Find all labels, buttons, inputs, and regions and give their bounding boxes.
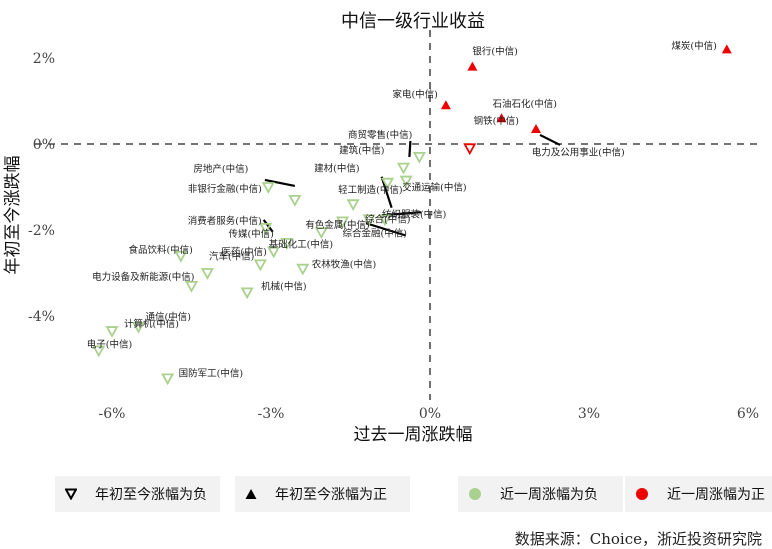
point-marker-down (92, 345, 106, 358)
point-label: 电力设备及新能源(中信) (92, 271, 194, 283)
point-marker-down (267, 246, 281, 259)
point-label: 钢铁(中信) (474, 115, 519, 127)
point-label: 煤炭(中信) (671, 40, 716, 52)
point-label: 传媒(中信) (228, 228, 273, 240)
leader-line (365, 222, 406, 237)
data-source: 数据来源：Choice，浙近投资研究院 (514, 530, 762, 548)
point-label: 计算机(中信) (124, 318, 179, 330)
point-marker-up (496, 113, 507, 123)
point-label: 交通运输(中信) (402, 182, 466, 194)
legend-item-ytd-negative: 年初至今涨幅为负 (55, 476, 220, 512)
point-label: 基础化工(中信) (269, 239, 333, 251)
point-marker-down (314, 227, 328, 240)
point-marker-up (467, 61, 478, 71)
point-label: 农林牧渔(中信) (312, 259, 376, 271)
point-label: 建筑(中信) (339, 145, 384, 157)
point-marker-down (131, 321, 146, 334)
leader-line (262, 219, 274, 233)
point-marker-down (174, 250, 188, 263)
point-label: 非银行金融(中信) (188, 183, 262, 195)
point-marker-up (440, 100, 451, 110)
point-label: 商贸零售(中信) (348, 129, 412, 141)
x-tick-label: -6% (99, 406, 126, 422)
point-marker-down (253, 259, 267, 272)
point-marker-down (362, 214, 376, 227)
point-marker-down (346, 199, 360, 212)
x-tick-label: -3% (258, 406, 285, 422)
point-marker-down (381, 177, 395, 190)
point-label: 电力及公用事业(中信) (532, 146, 625, 158)
point-marker-down (296, 263, 310, 276)
x-tick-label: 6% (737, 406, 759, 422)
point-marker-down (200, 268, 214, 280)
point-marker-down (280, 237, 294, 250)
point-marker-down (240, 287, 254, 300)
legend-label: 年初至今涨幅为负 (95, 487, 207, 503)
x-tick-label: 0% (419, 406, 441, 422)
y-tick-label: 2% (33, 51, 55, 67)
point-label: 家电(中信) (392, 88, 437, 100)
y-axis-label: 年初至今涨跌幅 (3, 156, 23, 275)
point-label: 石油石化(中信) (493, 98, 557, 110)
scatter-chart: 中信一级行业收益 -6% -3% 0% 3% 6% 2% 0% -2% -4% 煤炭(中信) 银… (3, 11, 762, 445)
point-label: 综合(中信) (365, 213, 410, 225)
point-marker-down (336, 216, 350, 229)
leader-line (264, 178, 296, 187)
legend-label: 近一周涨幅为正 (667, 487, 765, 503)
x-tick-label: 3% (578, 406, 600, 422)
point-marker-down (463, 143, 477, 156)
point-marker-down (259, 222, 273, 235)
point-marker-down (261, 182, 275, 194)
point-marker-down (105, 326, 119, 338)
green-dot-icon (469, 488, 481, 500)
point-label: 房地产(中信) (193, 163, 248, 175)
chart-title: 中信一级行业收益 (341, 11, 485, 32)
point-label: 医药(中信) (221, 246, 266, 258)
red-dot-icon (636, 488, 648, 500)
legend-item-week-negative: 近一周涨幅为负 (458, 476, 623, 512)
point-label: 汽车(中信) (209, 250, 254, 262)
x-ticks: -6% -3% 0% 3% 6% (99, 406, 760, 422)
point-label: 消费者服务(中信) (188, 215, 262, 227)
leader-line (539, 133, 561, 146)
point-labels: 煤炭(中信) 银行(中信) 家电(中信) 石油石化(中信) 钢铁(中信) 电力及公用事业(… (87, 40, 717, 379)
leader-line (380, 176, 393, 209)
point-label: 有色金属(中信) (305, 219, 369, 231)
point-label: 轻工制造(中信) (338, 184, 402, 196)
points (92, 44, 732, 386)
filled-up-triangle-icon (245, 489, 257, 499)
point-label: 建材(中信) (314, 163, 359, 175)
point-marker-down (288, 194, 302, 207)
point-marker-up (531, 123, 541, 133)
point-marker-down (184, 280, 199, 293)
point-marker-down (161, 373, 175, 386)
point-label: 机械(中信) (261, 280, 306, 292)
legend: 年初至今涨幅为负 年初至今涨幅为正 近一周涨幅为负 近一周涨幅为正 (55, 476, 772, 512)
leader-lines (262, 133, 561, 237)
point-label: 食品饮料(中信) (128, 244, 192, 256)
legend-label: 年初至今涨幅为正 (275, 487, 387, 503)
point-marker-down (412, 151, 426, 164)
point-marker-down (399, 175, 413, 188)
legend-item-ytd-positive: 年初至今涨幅为正 (235, 476, 410, 512)
point-marker-up (721, 44, 732, 54)
y-tick-label: 0% (33, 137, 55, 153)
y-tick-label: -4% (28, 309, 55, 325)
y-ticks: 2% 0% -2% -4% (28, 51, 55, 325)
open-down-triangle-icon (65, 488, 77, 500)
leader-line (408, 140, 412, 157)
point-label: 通信(中信) (146, 311, 191, 323)
y-tick-label: -2% (28, 223, 55, 239)
legend-item-week-positive: 近一周涨幅为正 (625, 476, 772, 512)
legend-label: 近一周涨幅为负 (500, 487, 598, 503)
point-label: 银行(中信) (472, 46, 517, 58)
point-label: 电子(中信) (87, 338, 132, 350)
x-axis-label: 过去一周涨跌幅 (354, 425, 473, 445)
point-label: 纺织服装(中信) (382, 208, 446, 220)
point-marker-down (396, 162, 411, 175)
point-marker-down (378, 214, 392, 227)
point-label: 国防军工(中信) (179, 367, 243, 379)
point-label: 综合金融(中信) (343, 227, 407, 239)
